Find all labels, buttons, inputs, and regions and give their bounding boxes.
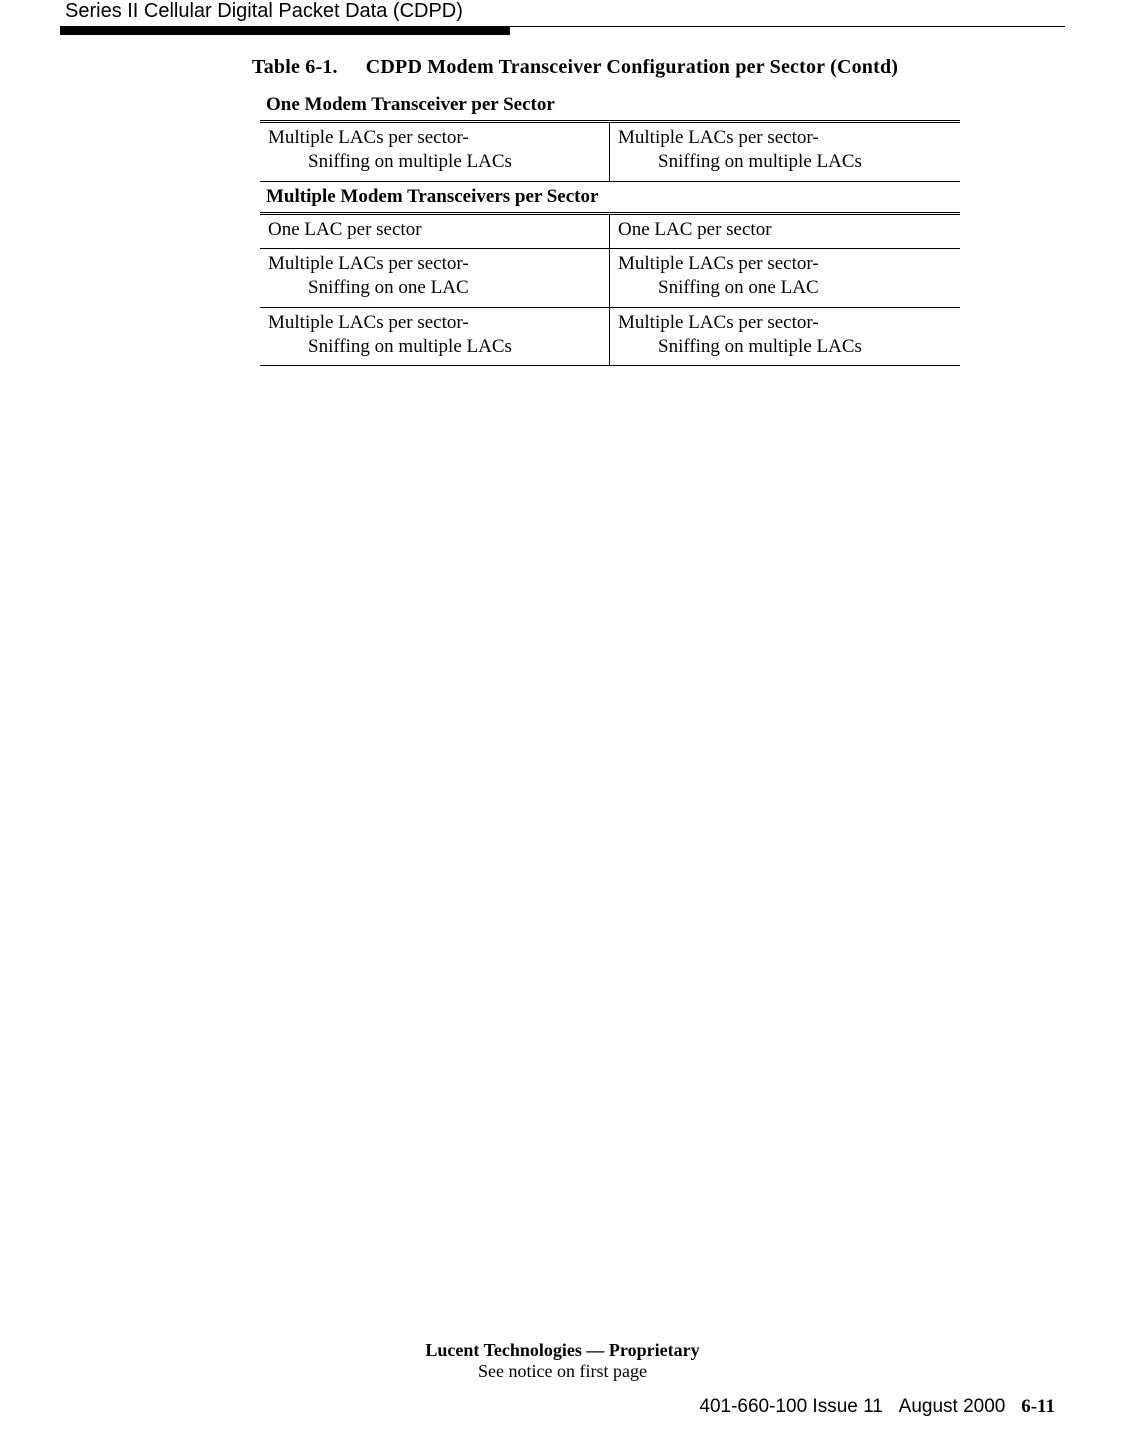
table-caption: Table 6-1. CDPD Modem Transceiver Configu… xyxy=(252,56,898,79)
cell-main: One LAC per sector xyxy=(618,218,952,242)
header-title: Series II Cellular Digital Packet Data (… xyxy=(65,0,463,23)
table-cell-left: One LAC per sector xyxy=(260,215,610,248)
table-row: Multiple LACs per sector- Sniffing on mu… xyxy=(260,308,960,366)
doc-number: 401-660-100 Issue 11 xyxy=(699,1396,882,1417)
footer: Lucent Technologies — Proprietary See no… xyxy=(0,1340,1125,1382)
cell-sub: Sniffing on one LAC xyxy=(618,276,952,300)
table-cell-right: Multiple LACs per sector- Sniffing on mu… xyxy=(610,123,960,181)
page-num-value: 6-11 xyxy=(1021,1396,1055,1417)
cell-main: One LAC per sector xyxy=(268,218,601,242)
section-header-1: One Modem Transceiver per Sector xyxy=(260,90,960,118)
table-cell-left: Multiple LACs per sector- Sniffing on mu… xyxy=(260,123,610,181)
table-cell-right: Multiple LACs per sector- Sniffing on mu… xyxy=(610,308,960,366)
table-row: Multiple LACs per sector- Sniffing on on… xyxy=(260,249,960,307)
cell-main: Multiple LACs per sector- xyxy=(268,252,601,276)
cell-sub: Sniffing on multiple LACs xyxy=(618,335,952,359)
footer-notice: See notice on first page xyxy=(0,1361,1125,1382)
header-rule-thick xyxy=(60,27,510,35)
cell-sub: Sniffing on multiple LACs xyxy=(268,150,601,174)
table-row: Multiple LACs per sector- Sniffing on mu… xyxy=(260,123,960,181)
cell-sub: Sniffing on multiple LACs xyxy=(618,150,952,174)
table-caption-title: CDPD Modem Transceiver Configuration per… xyxy=(366,56,898,78)
table-row: One LAC per sector One LAC per sector xyxy=(260,215,960,248)
table-caption-number: Table 6-1. xyxy=(252,56,338,78)
table-cell-right: Multiple LACs per sector- Sniffing on on… xyxy=(610,249,960,307)
page-number: 401-660-100 Issue 11 August 2000 6-11 xyxy=(699,1396,1055,1418)
footer-proprietary: Lucent Technologies — Proprietary xyxy=(0,1340,1125,1361)
table-cell-left: Multiple LACs per sector- Sniffing on on… xyxy=(260,249,610,307)
config-table: One Modem Transceiver per Sector Multipl… xyxy=(260,90,960,366)
section-header-2: Multiple Modem Transceivers per Sector xyxy=(260,182,960,210)
table-cell-left: Multiple LACs per sector- Sniffing on mu… xyxy=(260,308,610,366)
doc-date: August 2000 xyxy=(899,1396,1006,1417)
cell-main: Multiple LACs per sector- xyxy=(268,126,601,150)
cell-sub: Sniffing on one LAC xyxy=(268,276,601,300)
cell-sub: Sniffing on multiple LACs xyxy=(268,335,601,359)
cell-main: Multiple LACs per sector- xyxy=(268,311,601,335)
cell-main: Multiple LACs per sector- xyxy=(618,126,952,150)
cell-main: Multiple LACs per sector- xyxy=(618,311,952,335)
cell-main: Multiple LACs per sector- xyxy=(618,252,952,276)
page: Series II Cellular Digital Packet Data (… xyxy=(0,0,1125,1430)
table-cell-right: One LAC per sector xyxy=(610,215,960,248)
rule-bottom xyxy=(260,365,960,366)
